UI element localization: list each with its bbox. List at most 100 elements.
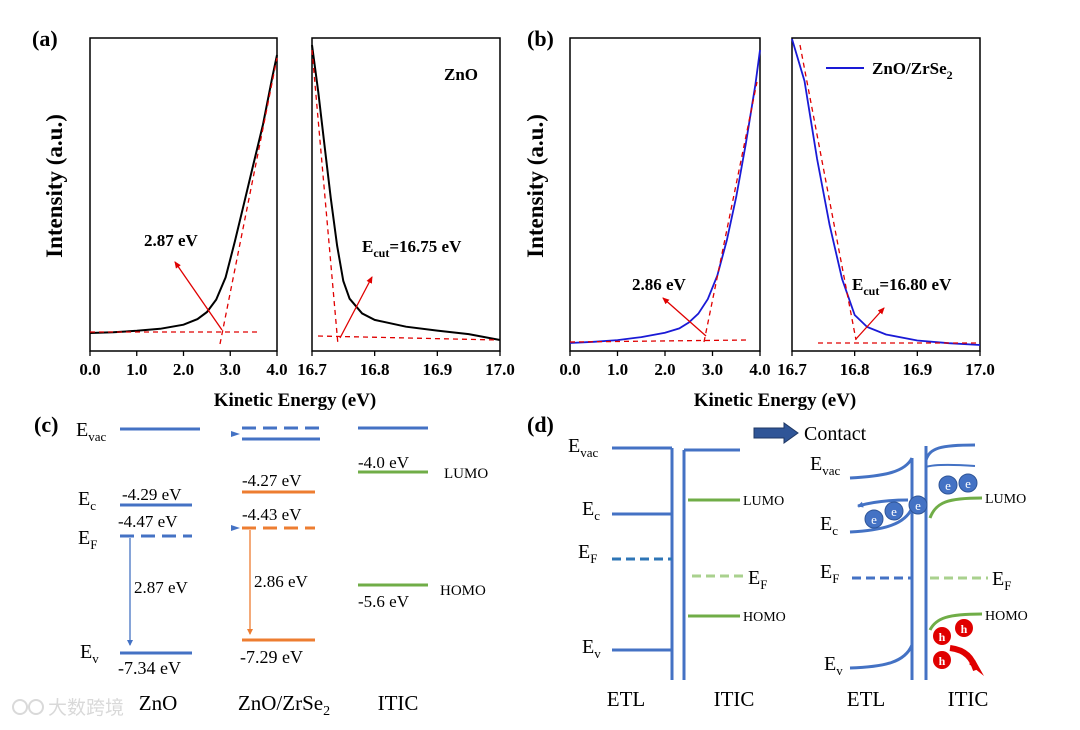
panel-a-gap-annotation: 2.87 eV (144, 231, 199, 250)
panel-b-left-tick-label: 4.0 (749, 360, 770, 379)
panel-d-ev-label-right: Ev (824, 653, 843, 678)
hole-icon (933, 651, 951, 669)
panel-d-ef-label: EF (578, 541, 597, 566)
watermark-logo-icon (28, 699, 44, 715)
panel-c-homo-label: HOMO (440, 583, 486, 599)
panel-c-ef-label: EF (78, 527, 97, 552)
panel-d-electron-transfer-arrow (857, 498, 909, 508)
panel-d-itic-evac-bent (924, 443, 976, 461)
panel-b-cutoff-annotation: Ecut=16.80 eV (852, 275, 952, 298)
panel-c-zno-cb-value: -4.29 eV (122, 485, 182, 504)
panel-b-right-tick-label: 16.7 (777, 360, 807, 379)
watermark-logo-icon (12, 699, 28, 715)
panel-a-cutoff-curve (311, 44, 501, 341)
panel-d-hole-transfer-arrow (949, 645, 979, 672)
panel-c-zno-ef-value: -4.47 eV (118, 512, 178, 531)
panel-b-cutoff-curve (791, 38, 981, 346)
panel-d-itic-label-left: ITIC (714, 687, 755, 711)
panel-d-electrons: e e e e e (864, 473, 978, 529)
panel-c-ef-shift-arrow (231, 525, 240, 531)
panel-a-left-tick-label: 1.0 (126, 360, 147, 379)
panel-b-ylabel: Intensity (a.u.) (523, 114, 548, 258)
panel-d-itic-ef-label: EF (748, 567, 767, 592)
panel-b-left-tick-label: 2.0 (654, 360, 675, 379)
electron-icon (884, 501, 904, 521)
panel-a-xlabel: Kinetic Energy (eV) (214, 390, 377, 411)
panel-d-itic-ef-label-right: EF (992, 568, 1011, 593)
panel-b-gap-annotation: 2.86 eV (632, 275, 687, 294)
panel-d-homo-label-left: HOMO (743, 610, 786, 625)
panel-d-contact-arrow-icon (753, 422, 799, 444)
panel-b: (b) Intensity (a.u.) 0.0 1.0 2.0 3.0 4.0 16.… (523, 26, 995, 411)
panel-d-holes: h h h (933, 619, 984, 676)
panel-d-ev-label: Ev (582, 636, 601, 661)
panel-d-etl-label-right: ETL (847, 687, 885, 711)
panel-b-left-tick-label: 3.0 (702, 360, 723, 379)
panel-c-zrse-column: ZnO/ZrSe2 (238, 691, 330, 719)
panel-a-left-tick-label: 2.0 (173, 360, 194, 379)
panel-a-left-ticks: 0.0 1.0 2.0 3.0 4.0 (79, 351, 288, 379)
watermark: 大数跨境 (12, 697, 124, 719)
panel-d-evac-label: Evac (568, 435, 598, 460)
panel-a-left-tick-label: 4.0 (266, 360, 287, 379)
panel-a-cutoff-annotation: Ecut=16.75 eV (362, 237, 462, 260)
panel-d-ec-label: Ec (582, 498, 600, 523)
electron-icon (938, 475, 958, 495)
panel-d-itic-label-right: ITIC (948, 687, 989, 711)
panel-a-gap-arrow (174, 261, 223, 331)
hole-symbol: h (939, 630, 946, 644)
panel-a-legend: ZnO (444, 65, 478, 84)
electron-icon (864, 509, 884, 529)
panel-a-left-frame (89, 37, 278, 352)
electron-symbol: e (945, 478, 951, 493)
panel-d-etl-evac-bent (849, 457, 914, 480)
panel-c-itic-homo-value: -5.6 eV (358, 592, 410, 611)
panel-d-ef-label-right: EF (820, 561, 839, 586)
electron-symbol: e (965, 476, 971, 491)
panel-b-left-tick-label: 0.0 (559, 360, 580, 379)
panel-c-zno-column: ZnO (139, 691, 178, 715)
panel-b-xlabel: Kinetic Energy (eV) (694, 390, 857, 411)
panel-d-itic-evac-bent-2 (925, 464, 976, 468)
panel-c-zrse-gap-value: 2.86 eV (254, 572, 309, 591)
panel-c-zrse-cb-value: -4.27 eV (242, 471, 302, 490)
panel-a-cutoff-arrow (339, 276, 373, 339)
hole-icon (933, 627, 951, 645)
panel-b-legend: ZnO/ZrSe2 (872, 59, 953, 82)
watermark-text: 大数跨境 (48, 697, 124, 719)
panel-d-etl-ec-bent (849, 507, 914, 534)
panel-b-cutoff-arrow (855, 307, 885, 340)
panel-c-label: (c) (34, 412, 58, 437)
panel-b-baseline-fit (569, 339, 749, 343)
hole-icon (955, 619, 973, 637)
panel-b-left-ticks: 0.0 1.0 2.0 3.0 4.0 (559, 351, 771, 379)
panel-a-left-tick-label: 3.0 (220, 360, 241, 379)
panel-c-evac-label: Evac (76, 419, 106, 444)
panel-d-label: (d) (527, 412, 554, 437)
panel-d-lumo-label-left: LUMO (743, 494, 784, 509)
electron-symbol: e (891, 504, 897, 519)
panel-b-left-tick-label: 1.0 (607, 360, 628, 379)
panel-d: (d) Evac Ec EF Ev LUMO EF HOMO ETL ITIC … (527, 412, 1028, 711)
panel-b-right-frame (791, 37, 981, 352)
panel-a-cutoff-fit (311, 49, 339, 346)
panel-d-itic-homo-bent (928, 612, 983, 631)
panel-d-etl-label-left: ETL (607, 687, 645, 711)
panel-c-evac-shift-arrow (231, 431, 240, 437)
panel-c-ev-label: Ev (80, 641, 99, 666)
panel-b-right-tick-label: 16.9 (902, 360, 932, 379)
panel-b-cutoff-fit (799, 44, 857, 341)
panel-a-right-frame (311, 37, 501, 352)
hole-symbol: h (961, 622, 968, 636)
panel-a-right-tick-label: 16.7 (297, 360, 327, 379)
panel-a: (a) Intensity (a.u.) 0.0 1.0 2.0 3.0 4.0 16.… (32, 26, 515, 411)
electron-icon (958, 473, 978, 493)
panel-d-lumo-label-right: LUMO (985, 492, 1026, 507)
panel-c-itic-lumo-value: -4.0 eV (358, 453, 410, 472)
panel-c-ec-label: Ec (78, 488, 96, 513)
panel-c-zrse-vb-value: -7.29 eV (240, 647, 303, 667)
electron-icon (908, 495, 928, 515)
hole-symbol: h (939, 654, 946, 668)
panel-d-itic-lumo-bent (928, 496, 983, 519)
